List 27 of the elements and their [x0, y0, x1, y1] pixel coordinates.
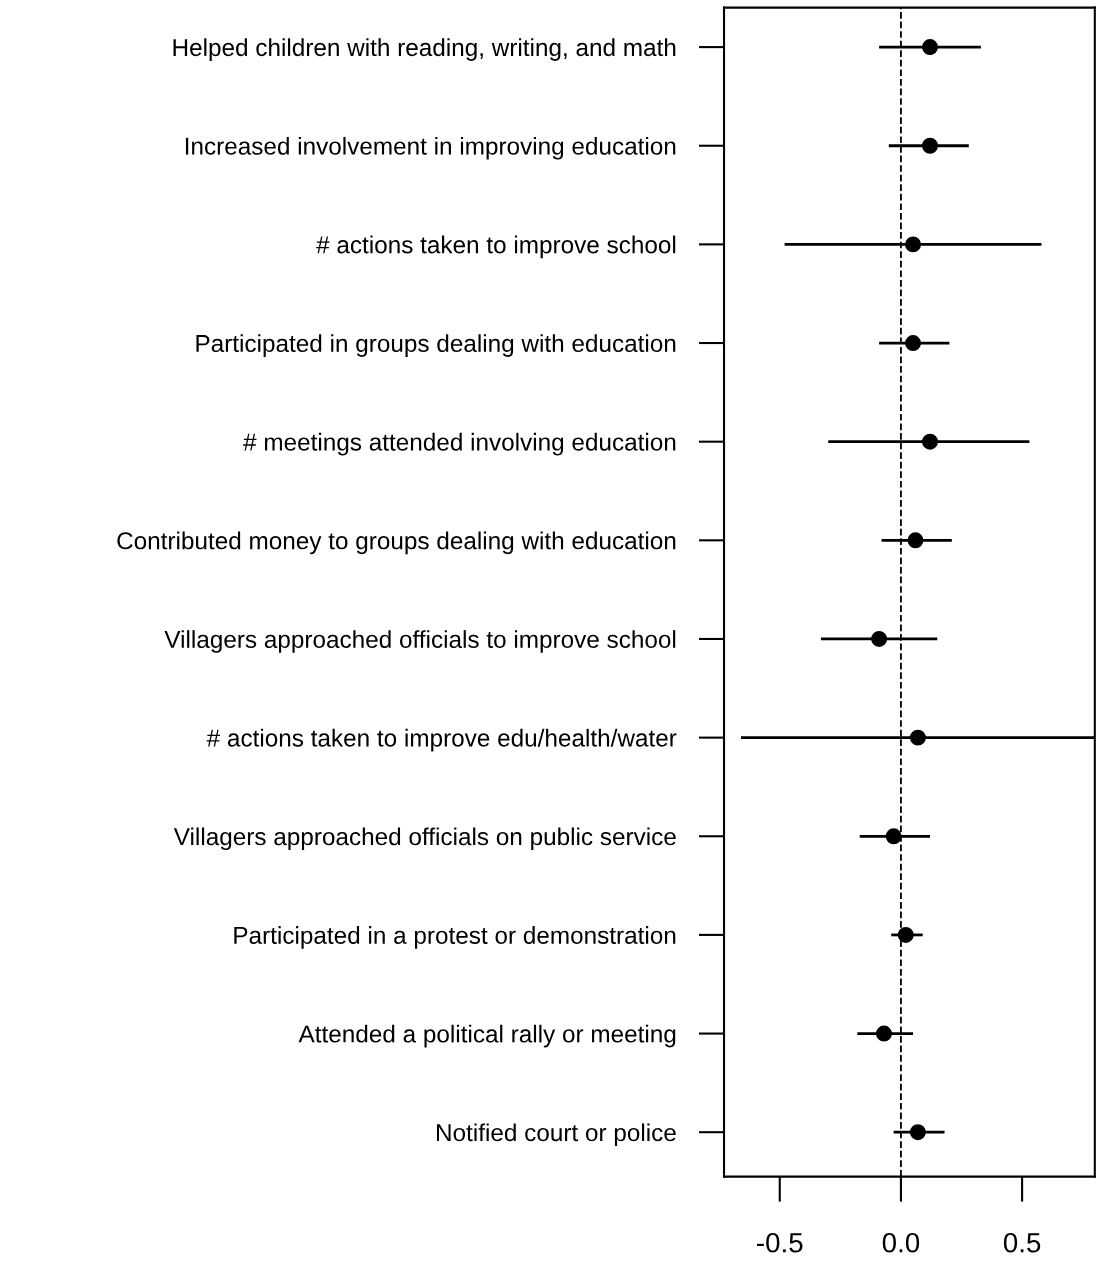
point	[905, 335, 922, 352]
point	[885, 828, 902, 845]
y-tick-label: # actions taken to improve edu/health/water	[206, 728, 677, 752]
x-tick-label: -0.5	[757, 1232, 803, 1253]
y-tick-label: Villagers approached officials to improve school	[164, 630, 676, 653]
y-tick-label: Notified court or police	[436, 1123, 676, 1147]
point	[871, 630, 888, 647]
y-tick-label: Helped children with reading, writing, and math	[173, 38, 676, 61]
y-tick-label: # actions taken to improve school	[316, 235, 676, 259]
point	[909, 729, 926, 746]
y-tick-label: Participated in groups dealing with education	[196, 334, 676, 357]
point	[875, 1025, 892, 1042]
point	[922, 433, 938, 450]
y-tick-label: Participated in a protest or demonstration	[234, 926, 676, 949]
point	[922, 137, 938, 154]
point	[909, 1124, 926, 1141]
x-tick-label: 0.0	[882, 1232, 920, 1253]
y-tick-label: Attended a political rally or meeting	[298, 1024, 676, 1048]
y-tick-label: Villagers approached officials on public service	[173, 827, 676, 851]
y-tick-label: Increased involvement in improving education	[185, 136, 676, 160]
point	[905, 236, 922, 253]
point	[907, 532, 924, 549]
point	[922, 39, 938, 56]
point	[897, 926, 914, 943]
y-tick-label: # meetings attended involving education	[243, 432, 676, 456]
y-tick-label: Contributed money to groups dealing with education	[117, 531, 676, 555]
x-tick-label: 0.5	[1003, 1232, 1041, 1253]
